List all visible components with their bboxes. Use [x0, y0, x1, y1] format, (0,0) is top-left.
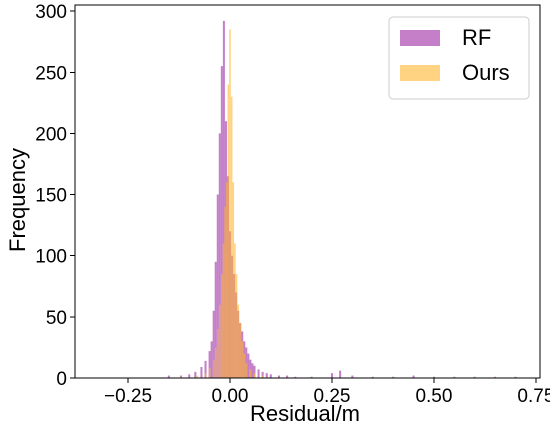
histogram-bar — [227, 84, 230, 378]
histogram-bar — [371, 376, 374, 378]
x-axis-label: Residual/m — [250, 401, 360, 426]
histogram-bar — [249, 359, 252, 378]
y-tick-label: 200 — [35, 124, 67, 145]
histogram-bar — [194, 371, 197, 378]
legend: RF Ours — [388, 16, 530, 100]
x-tick-label: 0.25 — [313, 386, 350, 407]
histogram-bar — [265, 373, 268, 378]
histogram-bar — [220, 66, 223, 379]
histogram-bar — [277, 375, 280, 378]
histogram-bar — [214, 261, 217, 378]
histogram-bar — [235, 274, 238, 378]
histogram-bar — [208, 368, 211, 378]
histogram-bar — [514, 376, 517, 378]
histogram-bar — [294, 376, 297, 378]
histogram-bar — [330, 373, 333, 378]
histogram-bar — [210, 341, 213, 378]
histogram-bar — [241, 341, 244, 378]
series-ours — [180, 29, 264, 379]
histogram-bar — [212, 359, 215, 378]
histogram-bar — [221, 274, 223, 378]
histogram-bar — [200, 366, 203, 378]
histogram-bar — [167, 375, 170, 378]
histogram-bar — [251, 363, 254, 378]
x-tick-label: −0.25 — [104, 386, 152, 407]
histogram-bar — [257, 369, 260, 378]
histogram-bar — [229, 29, 231, 379]
histogram-bar — [218, 304, 221, 378]
histogram-bar — [212, 310, 215, 378]
legend-label-ours: Ours — [462, 60, 510, 85]
y-tick-label: 250 — [35, 63, 67, 84]
histogram-bar — [245, 363, 248, 378]
histogram-bar — [204, 360, 207, 378]
histogram-bar — [239, 322, 242, 378]
histogram-bar — [412, 375, 415, 378]
histogram-bar — [218, 133, 221, 378]
histogram-bar — [245, 347, 248, 378]
y-tick-label: 50 — [46, 308, 67, 329]
y-tick-label: 300 — [35, 2, 67, 23]
histogram-bar — [392, 376, 395, 378]
y-axis-label: Frequency — [5, 148, 30, 252]
histogram-bar — [180, 376, 182, 378]
histogram-bar — [204, 373, 207, 378]
histogram-bar — [473, 376, 476, 378]
histogram-bar — [253, 365, 256, 378]
legend-frame — [388, 16, 530, 100]
histogram-bar — [286, 375, 289, 378]
histogram-bar — [243, 353, 246, 378]
histogram-bar — [196, 375, 199, 378]
histogram-bar — [432, 376, 435, 378]
histogram-bar — [453, 376, 456, 378]
legend-swatch-ours — [400, 65, 440, 81]
histogram-bar — [249, 369, 252, 378]
histogram-bar — [208, 351, 211, 378]
histogram-bar — [224, 206, 226, 378]
legend-label-rf: RF — [462, 25, 491, 50]
histogram-bar — [269, 374, 272, 378]
histogram-bar — [188, 374, 191, 378]
histogram-bar — [351, 375, 354, 378]
histogram-bar — [261, 375, 264, 378]
histogram-bar — [237, 304, 239, 378]
histogram-bar — [222, 20, 225, 378]
x-tick-label: 0.50 — [415, 386, 452, 407]
histogram-bar — [494, 376, 497, 378]
histogram-bar — [234, 243, 236, 378]
histogram-bar — [253, 373, 256, 378]
y-tick-label: 0 — [56, 369, 67, 390]
histogram-bar — [216, 194, 219, 378]
histogram-bar — [261, 371, 264, 378]
histogram-bar — [310, 376, 313, 378]
histogram-bar — [232, 182, 235, 378]
histogram-bar — [247, 353, 250, 378]
histogram-bar — [222, 243, 225, 378]
plot-frame — [74, 4, 541, 379]
histogram-bar — [216, 329, 219, 378]
histogram-bar — [214, 347, 217, 378]
axes: −0.25 0.00 0.25 0.50 0.75 0 50 100 150 200 250 300 — [35, 2, 550, 407]
y-tick-label: 100 — [35, 247, 67, 268]
legend-swatch-rf — [400, 30, 440, 46]
histogram-bar — [225, 182, 228, 378]
y-tick-label: 150 — [35, 186, 67, 207]
plot-area — [167, 20, 517, 379]
histogram-bar — [230, 96, 233, 378]
histogram-bar — [339, 370, 342, 378]
x-tick-label: 0.00 — [212, 386, 249, 407]
x-tick-label: 0.75 — [517, 386, 550, 407]
